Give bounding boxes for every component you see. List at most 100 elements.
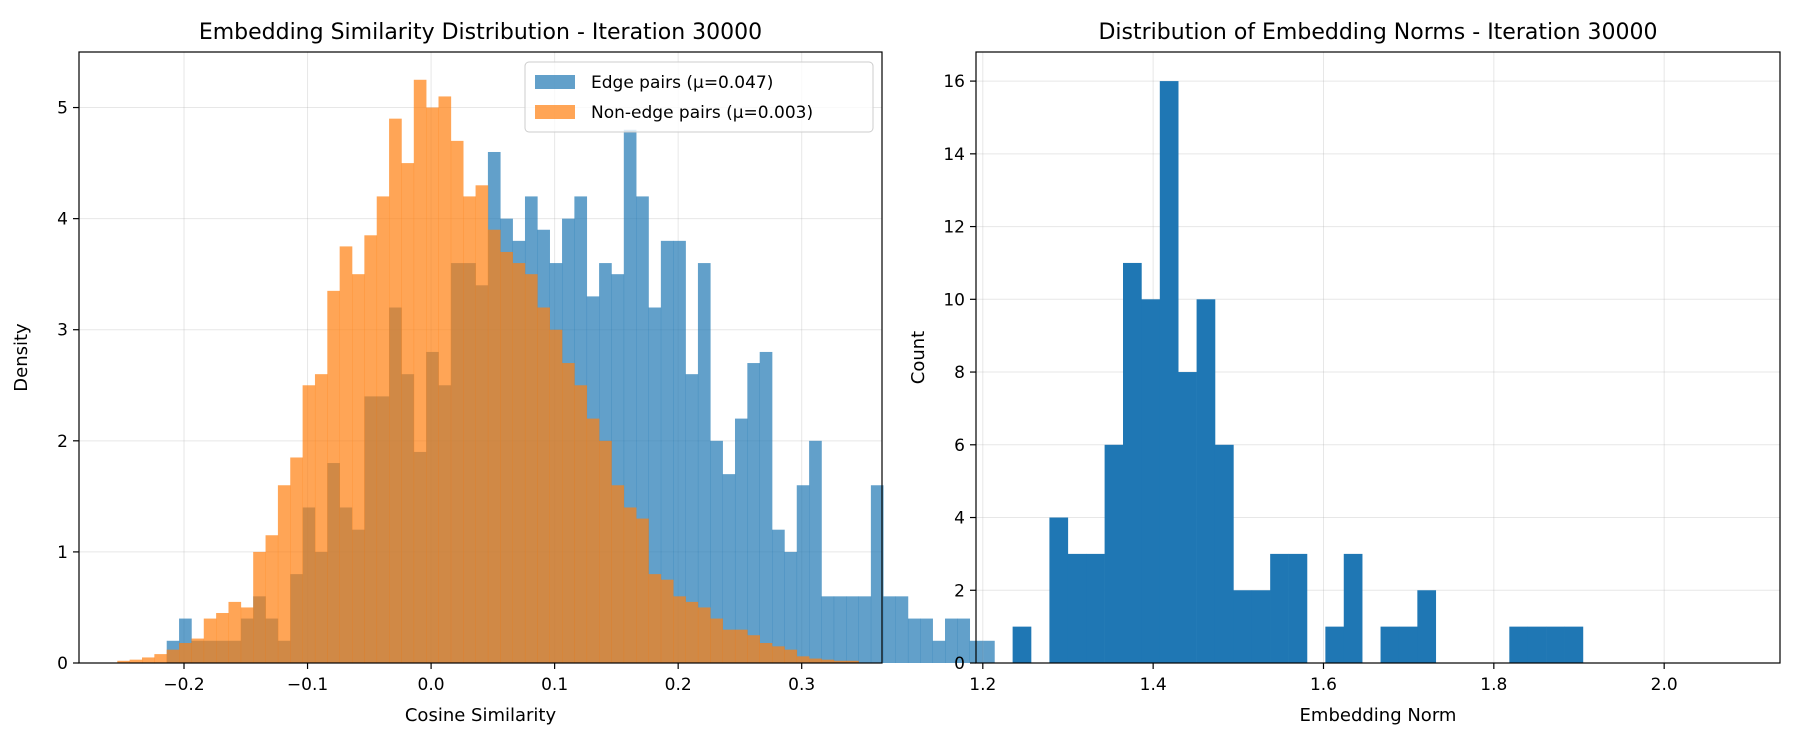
histogram-bar	[1527, 626, 1547, 663]
histogram-bar	[1086, 553, 1105, 663]
histogram-bar	[1067, 553, 1087, 663]
x-tick-label: 2.0	[1651, 675, 1678, 695]
histogram-bar	[957, 618, 971, 663]
histogram-bar	[833, 596, 847, 663]
histogram-bar	[1141, 299, 1161, 663]
histogram-bar	[809, 440, 822, 663]
histogram-bar	[537, 307, 550, 663]
histogram-bar	[932, 640, 946, 663]
histogram-bar	[179, 643, 192, 663]
histogram-bar	[623, 507, 637, 663]
histogram-bar	[216, 613, 229, 663]
histogram-bar	[1104, 444, 1124, 663]
histogram-bar	[117, 660, 130, 663]
histogram-bar	[945, 618, 958, 663]
histogram-bar	[858, 596, 872, 663]
histogram-bar	[907, 618, 921, 663]
histogram-bar	[1251, 590, 1271, 663]
histogram-bar	[290, 457, 303, 663]
histogram-bar	[722, 629, 736, 663]
histogram-bar	[1159, 81, 1179, 664]
y-tick-label: 6	[954, 436, 965, 456]
histogram-bar	[660, 240, 674, 663]
histogram-bar	[796, 656, 810, 663]
histogram-bar	[747, 635, 760, 663]
histogram-bar	[1288, 553, 1308, 663]
histogram-bar	[512, 263, 526, 663]
histogram-bar	[1343, 553, 1363, 663]
plot-frame	[78, 51, 883, 664]
histogram-bar	[796, 485, 810, 663]
histogram-bar	[920, 618, 933, 663]
y-tick-label: 2	[57, 432, 68, 452]
histogram-bar	[1380, 626, 1400, 663]
y-tick-label: 0	[57, 654, 68, 674]
y-axis-label: Density	[11, 323, 32, 392]
histogram-bar	[722, 474, 736, 663]
y-tick-label: 12	[943, 218, 965, 238]
x-tick-label: 1.6	[1310, 675, 1337, 695]
histogram-bar	[364, 235, 378, 664]
histogram-bar	[870, 485, 884, 663]
x-tick-label: 1.2	[969, 675, 996, 695]
histogram-bar	[549, 329, 563, 663]
y-tick-label: 16	[943, 72, 965, 92]
histogram-bar	[685, 374, 699, 663]
histogram-bar	[784, 649, 798, 663]
histogram-bar	[648, 574, 662, 663]
histogram-bar	[599, 440, 612, 663]
histogram-bar	[697, 607, 711, 663]
y-tick-label: 14	[943, 145, 965, 165]
histogram-bar	[154, 654, 168, 663]
histogram-bar	[524, 274, 538, 663]
histogram-bar	[376, 196, 390, 663]
y-tick-label: 4	[954, 509, 965, 529]
histogram-bar	[636, 518, 649, 663]
y-tick-label: 2	[954, 581, 965, 601]
x-tick-label: −0.1	[287, 675, 328, 695]
y-tick-label: 4	[57, 210, 68, 230]
legend: Edge pairs (μ=0.047) Non-edge pairs (μ=0.…	[524, 61, 874, 133]
histogram-bar	[1546, 626, 1565, 663]
x-tick-label: 0.2	[665, 675, 692, 695]
plot-frame	[975, 51, 1781, 664]
histogram-bar	[562, 363, 575, 663]
histogram-bar	[673, 596, 686, 663]
histogram-bar	[1509, 626, 1529, 663]
histogram-bar	[191, 638, 205, 663]
histogram-bar	[710, 440, 723, 663]
legend-label: Edge pairs (μ=0.047)	[591, 73, 773, 93]
x-tick-label: 0.3	[788, 675, 815, 695]
y-axis-label: Count	[908, 331, 929, 384]
histogram-bar	[1049, 517, 1069, 663]
histogram-bar	[352, 274, 365, 663]
histogram-bar	[166, 649, 180, 663]
histogram-bar	[277, 485, 291, 663]
x-axis-label: Embedding Norm	[1300, 705, 1457, 726]
histogram-bar	[500, 251, 513, 664]
histogram-bar	[438, 96, 452, 664]
histogram-bar	[673, 240, 686, 663]
histogram-bar	[1196, 299, 1216, 663]
histogram-bar	[611, 485, 625, 663]
histogram-bar	[1325, 626, 1345, 663]
histogram-bar	[710, 618, 723, 663]
histogram-bar	[846, 660, 859, 663]
histogram-bar	[413, 79, 427, 664]
histogram-bar	[821, 596, 835, 663]
chart-title: Embedding Similarity Distribution - Iter…	[199, 20, 762, 45]
histogram-bar	[1270, 553, 1289, 663]
histogram-bar	[339, 246, 353, 663]
histogram-bar	[426, 107, 439, 663]
histogram-bar	[685, 601, 699, 663]
y-tick-label: 8	[954, 363, 965, 383]
histogram-bar	[253, 551, 266, 663]
histogram-bar	[772, 529, 785, 663]
histogram-bar	[1123, 262, 1142, 663]
histogram-bar	[1012, 626, 1032, 663]
legend-box	[524, 61, 874, 133]
histogram-bar	[327, 290, 340, 663]
x-axis-label: Cosine Similarity	[405, 705, 557, 726]
legend-label: Non-edge pairs (μ=0.003)	[591, 103, 813, 123]
